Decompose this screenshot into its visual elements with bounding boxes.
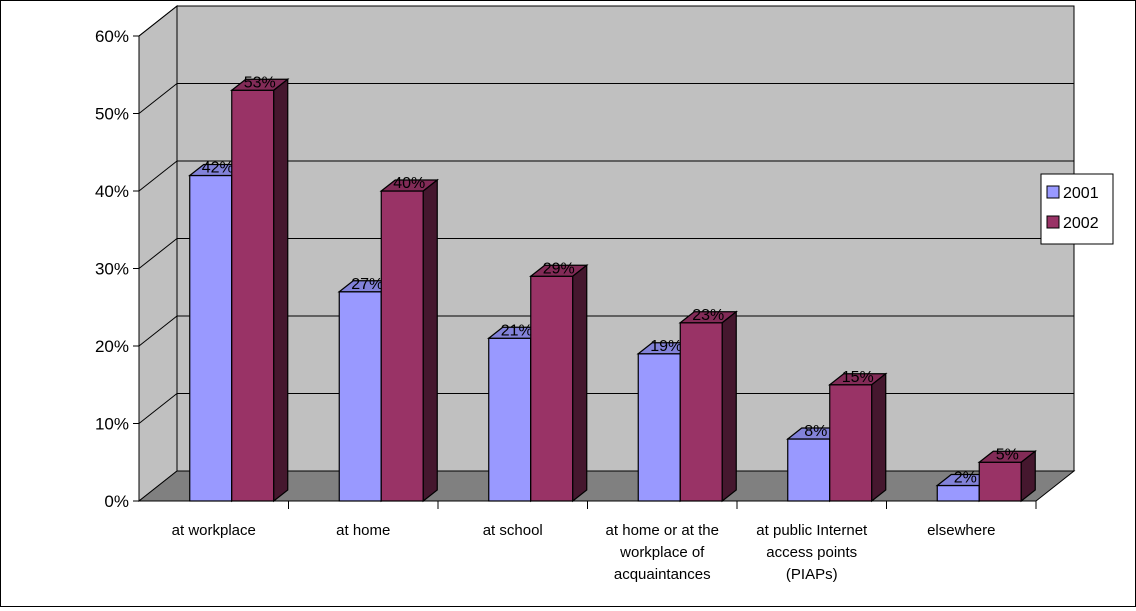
x-tick-label: at public Internet xyxy=(756,522,868,539)
x-tick-label: access points xyxy=(766,544,857,561)
y-tick-label: 40% xyxy=(95,182,129,201)
x-tick-label: at home or at the xyxy=(606,522,719,539)
y-tick-label: 20% xyxy=(95,337,129,356)
data-label: 19% xyxy=(650,338,682,355)
legend-label-2002: 2002 xyxy=(1063,215,1099,232)
x-tick-label: at workplace xyxy=(172,522,256,539)
y-tick-label: 10% xyxy=(95,415,129,434)
data-label: 29% xyxy=(543,260,575,277)
data-label: 5% xyxy=(996,446,1019,463)
y-tick-label: 60% xyxy=(95,27,129,46)
x-tick-label: at home xyxy=(336,522,390,539)
bar-2002[interactable] xyxy=(530,275,574,502)
gridline-side xyxy=(138,5,178,37)
bar-side-2002 xyxy=(422,178,438,503)
bar-side-2002 xyxy=(871,372,887,503)
gridline-side xyxy=(138,160,178,192)
bar-2001[interactable] xyxy=(189,174,233,502)
bar-side-2002 xyxy=(721,310,737,503)
y-tick-label: 0% xyxy=(104,492,129,511)
data-label: 8% xyxy=(804,423,827,440)
gridline-side xyxy=(138,83,178,114)
x-tick-label: at school xyxy=(483,522,543,539)
gridline-side xyxy=(138,315,178,347)
data-label: 40% xyxy=(393,175,425,192)
bar-2002[interactable] xyxy=(380,190,424,502)
data-label: 21% xyxy=(501,322,533,339)
bar-2002[interactable] xyxy=(679,322,723,502)
y-tick-label: 30% xyxy=(95,260,129,279)
bar-side-2002 xyxy=(572,264,588,503)
bar-2001[interactable] xyxy=(488,337,532,502)
bar-2002[interactable] xyxy=(978,461,1022,502)
x-tick-label: (PIAPs) xyxy=(786,566,838,583)
bar-2001[interactable] xyxy=(936,484,980,502)
bar-2002[interactable] xyxy=(829,384,873,502)
data-label: 23% xyxy=(692,307,724,324)
x-tick-label: acquaintances xyxy=(614,566,711,583)
data-label: 15% xyxy=(842,369,874,386)
bar-2001[interactable] xyxy=(637,353,681,502)
legend-swatch-2001 xyxy=(1046,185,1060,199)
data-label: 27% xyxy=(351,276,383,293)
data-label: 42% xyxy=(202,160,234,177)
bar-2002[interactable] xyxy=(231,89,275,502)
bar-side-2002 xyxy=(1020,450,1036,503)
data-label: 53% xyxy=(244,74,276,91)
y-tick-label: 50% xyxy=(95,105,129,124)
x-tick-label: elsewhere xyxy=(927,522,995,539)
gridline-side xyxy=(138,393,178,424)
bar-2001[interactable] xyxy=(787,438,831,502)
data-label: 2% xyxy=(954,470,977,487)
gridline-side xyxy=(138,238,178,269)
bar-side-2002 xyxy=(273,78,289,503)
legend-label-2001: 2001 xyxy=(1063,185,1099,202)
x-tick-label: workplace of xyxy=(619,544,705,561)
bar-2001[interactable] xyxy=(338,291,382,502)
legend-swatch-2002 xyxy=(1046,215,1060,229)
